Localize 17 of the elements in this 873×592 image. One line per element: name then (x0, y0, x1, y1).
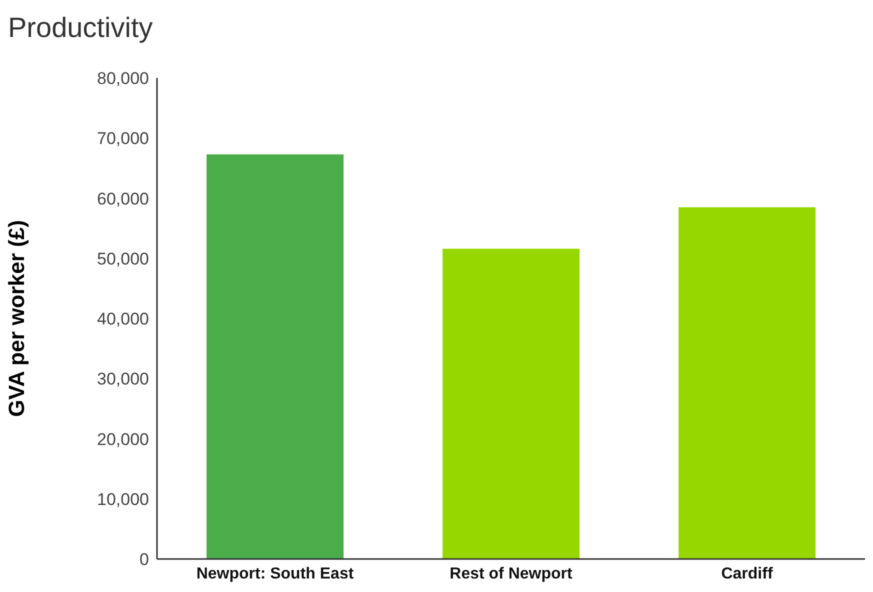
x-tick-label: Cardiff (721, 565, 774, 582)
y-tick-label: 0 (140, 550, 149, 570)
y-tick-label: 40,000 (97, 310, 149, 329)
bar (442, 248, 580, 559)
y-tick-label: 80,000 (97, 69, 149, 88)
bar (206, 154, 344, 559)
y-axis-title: GVA per worker (£) (4, 220, 29, 417)
y-tick-label: 70,000 (97, 129, 149, 148)
y-tick-label: 60,000 (97, 189, 149, 208)
y-tick-label: 50,000 (97, 249, 149, 268)
x-tick-label: Newport: South East (196, 565, 354, 582)
y-tick-label: 30,000 (97, 370, 149, 389)
chart-title: Productivity (8, 12, 153, 44)
y-tick-label: 10,000 (97, 490, 149, 509)
y-tick-label: 20,000 (97, 430, 149, 449)
bar (678, 207, 816, 559)
x-tick-label: Rest of Newport (450, 565, 574, 582)
